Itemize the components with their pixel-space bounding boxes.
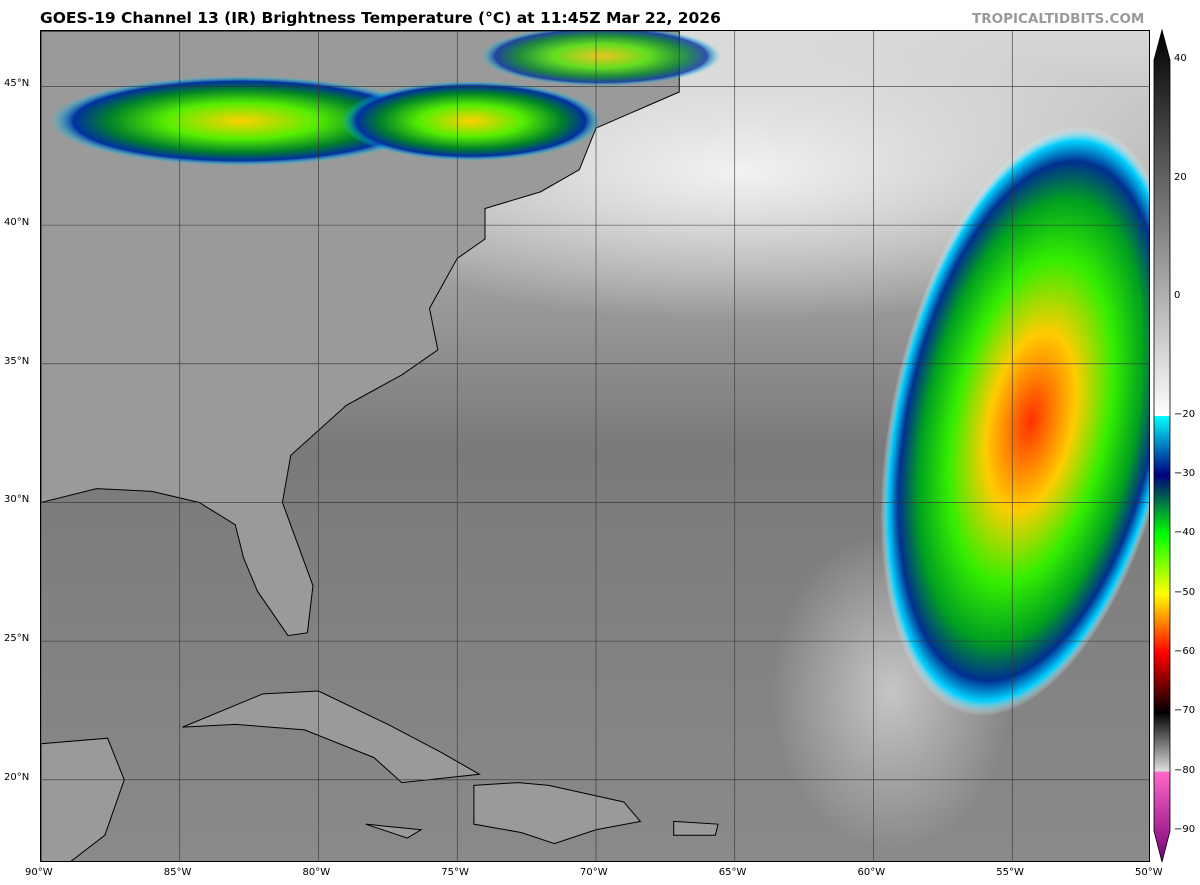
lon-tick-label: 75°W (441, 867, 469, 878)
colorbar-gradient (1153, 28, 1171, 863)
colorbar-tick-label: −70 (1174, 705, 1196, 717)
cloud-band-quebec (481, 31, 721, 86)
island-land (473, 782, 642, 845)
colorbar-tick-label: −20 (1174, 408, 1196, 420)
lat-tick-label: 25°N (4, 633, 30, 645)
island-land (182, 690, 482, 784)
brand-watermark: TROPICALTIDBITS.COM (972, 11, 1145, 27)
colorbar-tick-label: 40 (1174, 53, 1187, 64)
lat-tick-label: 40°N (4, 217, 30, 229)
lon-tick-label: 60°W (857, 867, 886, 878)
lat-tick-label: 35°N (4, 355, 30, 367)
map-title: GOES-19 Channel 13 (IR) Brightness Tempe… (40, 9, 721, 27)
lon-tick-label: 70°W (580, 867, 608, 878)
gridlines (41, 31, 1149, 861)
lat-tick-label: 30°N (4, 494, 30, 506)
colorbar-tick-label: −50 (1174, 586, 1196, 598)
lat-tick-label: 45°N (4, 78, 30, 90)
cloud-band-great-lakes (51, 76, 431, 166)
colorbar-tick-label: −90 (1174, 824, 1196, 835)
colorbar (1153, 28, 1171, 863)
island-land (365, 823, 423, 839)
lon-tick-label: 85°W (163, 867, 192, 878)
landmasses (41, 31, 719, 861)
lon-tick-label: 90°W (25, 867, 53, 878)
storm-system-atlantic (880, 126, 1149, 716)
colorbar-tick-label: 20 (1174, 171, 1187, 183)
cloud-band-new-england (341, 81, 601, 161)
colorbar-tick-label: 0 (1174, 290, 1181, 302)
colorbar-tick-label: −30 (1174, 468, 1196, 480)
lon-tick-label: 65°W (718, 867, 747, 878)
colorbar-tick-label: −80 (1174, 764, 1196, 776)
lon-tick-label: 80°W (302, 867, 331, 878)
ir-imagery (41, 31, 1149, 861)
colorbar-tick-label: −60 (1174, 646, 1196, 658)
lat-tick-label: 20°N (4, 771, 30, 783)
island-land (673, 820, 719, 836)
colorbar-tick-label: −40 (1174, 527, 1196, 539)
lon-tick-label: 50°W (1135, 867, 1163, 878)
island-land (41, 737, 125, 861)
satellite-map (40, 30, 1150, 862)
lon-tick-label: 55°W (996, 867, 1024, 878)
